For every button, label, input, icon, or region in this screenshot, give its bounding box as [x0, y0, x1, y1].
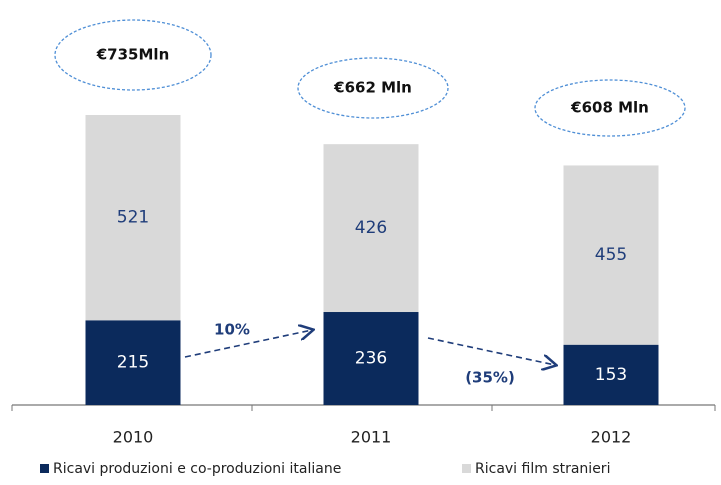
bar-segment [563, 165, 659, 345]
legend-swatch [462, 464, 471, 473]
total-ellipse [297, 57, 449, 119]
change-label: 10% [214, 321, 250, 339]
bar-segment [323, 312, 419, 405]
value-label: 153 [595, 365, 627, 385]
total-ellipse [534, 79, 686, 137]
bar-segment [323, 144, 419, 313]
value-label: 215 [117, 353, 149, 373]
x-tick-label: 2010 [113, 428, 154, 447]
x-tick-label: 2012 [591, 428, 632, 447]
x-tick-label: 2011 [351, 428, 392, 447]
bar-segment [85, 115, 181, 321]
change-arrow [184, 330, 312, 358]
total-label: €662 Mln [333, 79, 412, 97]
bar-segment [85, 320, 181, 405]
value-label: 236 [355, 349, 387, 369]
value-label: 521 [117, 208, 149, 228]
change-arrow [427, 337, 555, 365]
legend-label: Ricavi produzioni e co-produzioni italia… [53, 461, 341, 477]
change-label: (35%) [465, 369, 515, 387]
bar-segment [563, 344, 659, 405]
legend-label: Ricavi film stranieri [475, 461, 610, 477]
value-label: 426 [355, 218, 387, 238]
legend-swatch [40, 464, 49, 473]
total-ellipse [54, 19, 212, 91]
value-label: 455 [595, 245, 627, 265]
total-label: €608 Mln [570, 99, 649, 117]
total-label: €735Mln [96, 46, 170, 64]
